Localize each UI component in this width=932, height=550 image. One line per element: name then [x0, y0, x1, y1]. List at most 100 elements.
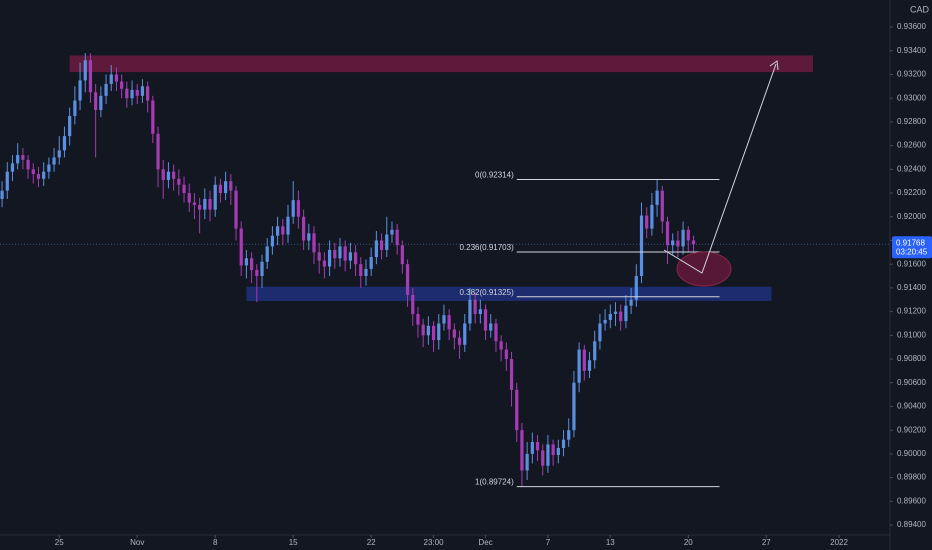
candle-body	[561, 439, 566, 448]
candle-body	[88, 60, 93, 93]
candle-body	[338, 246, 342, 259]
candle-body	[608, 313, 612, 320]
candle-body	[99, 95, 103, 111]
candle-body	[265, 246, 269, 262]
candle-body	[140, 86, 145, 96]
candle-body	[447, 315, 451, 330]
candle-body	[681, 229, 685, 247]
candle-body	[395, 229, 399, 246]
y-tick-label: 0.92200	[897, 188, 926, 197]
candle-body	[73, 100, 77, 116]
x-tick-label: 13	[606, 538, 615, 547]
candle-body	[603, 319, 607, 324]
arrow-head	[769, 60, 779, 71]
candle-body	[203, 198, 207, 210]
candle-body	[275, 226, 280, 236]
candle-body	[52, 157, 56, 165]
candle-body	[10, 163, 15, 172]
y-tick-label: 0.90000	[897, 449, 926, 458]
candle-body	[156, 133, 160, 170]
candle-body	[385, 234, 389, 250]
y-tick-label: 0.91400	[897, 283, 926, 292]
candle-body	[676, 240, 680, 247]
candle-body	[421, 324, 425, 336]
candle-body	[525, 453, 529, 471]
candle-body	[546, 444, 550, 466]
zones	[0, 55, 890, 301]
candle-body	[166, 171, 171, 180]
candle-body	[224, 181, 228, 194]
y-tick-label: 0.93400	[897, 46, 926, 55]
candle-body	[426, 325, 430, 336]
candle-body	[463, 323, 467, 345]
candle-body	[619, 311, 623, 322]
candle-body	[343, 246, 347, 261]
x-tick-label: 22	[367, 538, 376, 547]
candle-body	[587, 360, 592, 371]
axes: 0.93600 0.93400 0.93200 0.93000 0.92800 0.926…	[55, 22, 932, 547]
candle-body	[146, 86, 150, 101]
price-zone	[69, 55, 814, 73]
fib-label: 1(0.89724)	[475, 478, 514, 487]
candle-body	[489, 323, 493, 331]
last-price-box	[892, 236, 932, 259]
candle-body	[327, 249, 332, 267]
candle-body	[634, 276, 638, 300]
candle-body	[416, 313, 420, 325]
candle-body	[260, 261, 264, 277]
candle-body	[182, 184, 186, 194]
candle-body	[161, 169, 165, 180]
y-tick-label: 0.90400	[897, 402, 926, 411]
candle-body	[483, 309, 488, 331]
projection-arrow	[663, 63, 777, 274]
countdown-label: 03:20:45	[896, 247, 928, 256]
candle-body	[473, 299, 477, 314]
candle-body	[301, 216, 306, 241]
candle-body	[270, 235, 275, 247]
y-tick-label: 0.89800	[897, 473, 926, 482]
x-tick-label: Nov	[130, 538, 144, 547]
candle-body	[598, 323, 602, 342]
y-tick-label: 0.91600	[897, 259, 926, 268]
candle-body	[312, 233, 316, 253]
candle-body	[109, 74, 113, 84]
candle-body	[369, 257, 373, 269]
candles	[0, 53, 696, 488]
candle-body	[437, 323, 441, 341]
y-tick-label: 0.89600	[897, 496, 926, 505]
y-tick-label: 0.92000	[897, 212, 926, 221]
candle-body	[645, 215, 649, 229]
candle-body	[47, 164, 51, 172]
candle-body	[187, 193, 191, 203]
x-tick-label: 2022	[830, 538, 848, 547]
candle-body	[198, 204, 202, 210]
x-tick-label: 8	[213, 538, 218, 547]
candle-body	[281, 226, 285, 235]
candle-body	[218, 184, 223, 194]
candle-body	[509, 359, 514, 390]
candle-body	[494, 323, 498, 342]
candle-body	[390, 229, 394, 235]
candle-body	[400, 245, 404, 265]
candle-body	[26, 159, 30, 170]
candle-body	[499, 341, 503, 350]
candle-body	[307, 233, 311, 241]
candle-body	[624, 305, 628, 322]
candle-body	[172, 171, 176, 179]
candle-body	[686, 229, 690, 241]
candle-body	[650, 204, 654, 229]
y-tick-label: 0.90200	[897, 425, 926, 434]
candle-body	[515, 389, 519, 431]
y-tick-label: 0.91200	[897, 307, 926, 316]
candle-body	[364, 268, 368, 277]
candle-body	[582, 349, 586, 371]
candle-body	[655, 190, 659, 205]
candle-body	[660, 190, 664, 222]
fib-label: 0(0.92314)	[475, 171, 514, 180]
candle-body	[613, 311, 618, 314]
target-ellipse	[676, 251, 732, 287]
candle-body	[556, 447, 560, 456]
y-tick-label: 0.92400	[897, 164, 926, 173]
y-tick-label: 0.93000	[897, 93, 926, 102]
